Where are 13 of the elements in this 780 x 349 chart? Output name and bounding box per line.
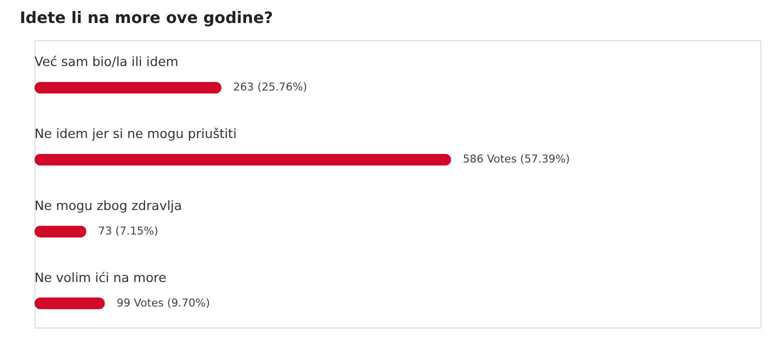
y-tick-label: Već sam bio/la ili idem: [34, 55, 178, 70]
bar: [34, 226, 86, 238]
data-label: 586 Votes (57.39%): [462, 152, 570, 166]
bar: [34, 154, 452, 166]
y-tick-label: Ne idem jer si ne mogu priuštiti: [34, 126, 237, 142]
data-label: 99 Votes (9.70%): [116, 296, 210, 310]
data-label: 263 (25.76%): [233, 80, 308, 94]
y-tick-label: Ne volim ići na more: [34, 270, 167, 286]
bar: [34, 82, 222, 94]
chart-title: Idete li na more ove godine?: [20, 8, 274, 28]
bar: [34, 298, 105, 310]
y-tick-label: Ne mogu zbog zdravlja: [34, 198, 182, 214]
data-label: 73 (7.15%): [98, 224, 158, 238]
